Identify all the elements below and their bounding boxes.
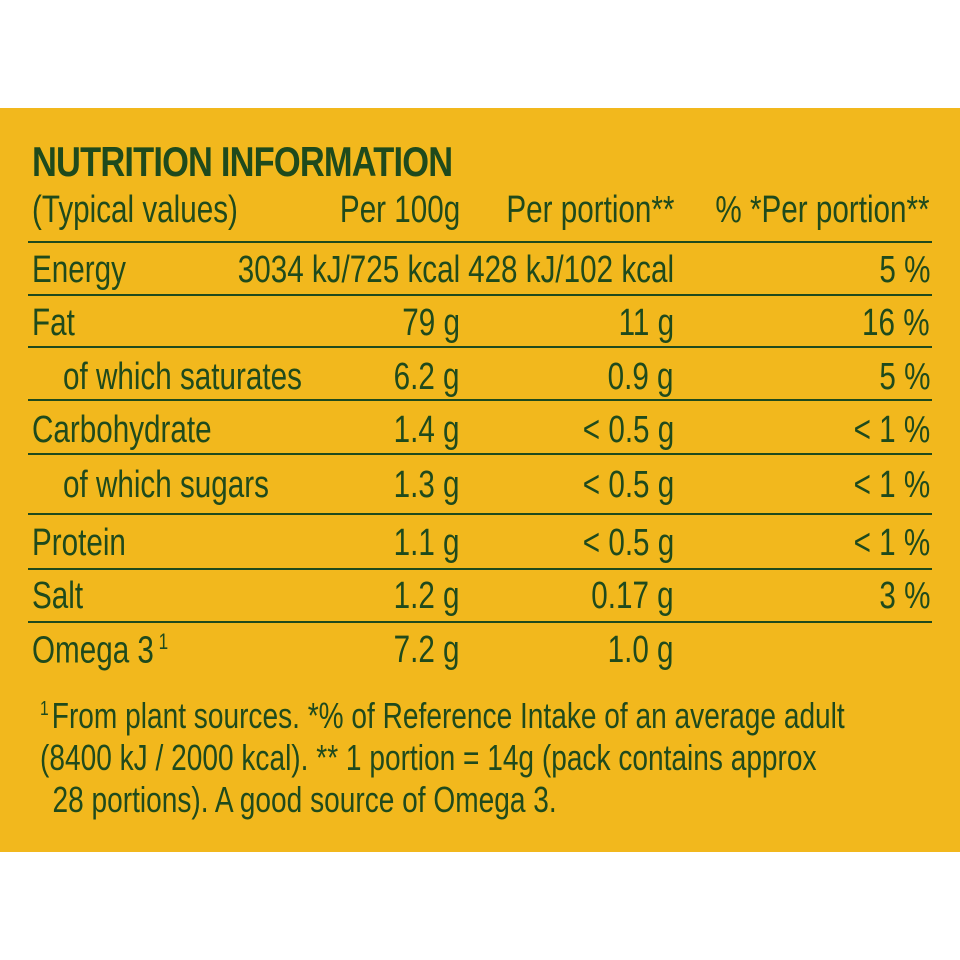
header-percent-per-portion: % *Per portion** [715,189,930,231]
row-divider [28,621,932,623]
row-percent: < 1 % [853,409,930,451]
row-per-portion: 11 g [618,302,674,344]
header-per-portion: Per portion** [505,189,674,231]
footnote-marker: 1 [158,629,169,654]
table-row: of which saturates 6.2 g 0.9 g 5 % [0,350,960,404]
row-percent: 3 % [878,575,930,617]
row-per-100g: 79 g [402,302,460,344]
row-label: Carbohydrate [32,409,212,451]
row-divider [28,294,932,296]
header-typical-values: (Typical values) [32,189,238,231]
row-per-portion: < 0.5 g [582,409,674,451]
row-label: Salt [32,575,84,617]
row-divider [28,453,932,455]
row-per-portion: < 0.5 g [582,522,674,564]
row-label: of which sugars [63,464,269,506]
table-row: Fat 79 g 11 g 16 % [0,296,960,350]
row-label: Fat [32,302,75,344]
nutrition-panel: NUTRITION INFORMATION (Typical values) P… [0,108,960,852]
footnote-line-2: (8400 kJ / 2000 kcal). ** 1 portion = 14… [40,737,817,778]
row-divider [28,241,932,243]
row-percent: < 1 % [853,522,930,564]
row-percent: 16 % [862,302,930,344]
row-per-100g: 1.1 g [394,522,460,564]
row-divider [28,513,932,515]
header-row: (Typical values) Per 100g Per portion** … [0,183,960,237]
table-row: Energy 3034 kJ/725 kcal 428 kJ/102 kcal … [0,243,960,297]
footnote-line-1: 1From plant sources. *% of Reference Int… [40,688,845,737]
row-per-100g: 6.2 g [394,356,460,398]
row-percent: < 1 % [853,464,930,506]
row-label-text: Omega 3 [32,629,154,672]
table-row: Carbohydrate 1.4 g < 0.5 g < 1 % [0,403,960,457]
footnote-line-3: 28 portions). A good source of Omega 3. [52,779,557,820]
table-row: Salt 1.2 g 0.17 g 3 % [0,569,960,623]
row-label: Protein [32,522,126,564]
row-per-100g: 1.3 g [394,464,460,506]
row-per-portion: 428 kJ/102 kcal [468,249,674,291]
row-per-100g: 7.2 g [394,629,460,671]
row-percent: 5 % [878,249,930,291]
panel-title: NUTRITION INFORMATION [32,138,453,185]
row-per-portion: 0.9 g [608,356,674,398]
row-label: Energy [32,249,126,291]
row-per-100g: 1.2 g [394,575,460,617]
row-per-portion: < 0.5 g [582,464,674,506]
row-label: of which saturates [63,356,302,398]
row-per-100g: 1.4 g [394,409,460,451]
row-divider [28,346,932,348]
row-divider [28,399,932,401]
table-row: Protein 1.1 g < 0.5 g < 1 % [0,516,960,570]
footnote-marker: 1 [40,698,49,720]
row-divider [28,568,932,570]
footnote: 1From plant sources. *% of Reference Int… [40,688,940,821]
row-per-portion: 1.0 g [608,629,674,671]
row-per-portion: 0.17 g [591,575,674,617]
row-percent: 5 % [878,356,930,398]
footnote-text-1: From plant sources. *% of Reference Inta… [51,695,845,736]
table-row: of which sugars 1.3 g < 0.5 g < 1 % [0,458,960,512]
row-per-100g: 3034 kJ/725 kcal [237,249,460,291]
header-per-100g: Per 100g [339,189,460,231]
